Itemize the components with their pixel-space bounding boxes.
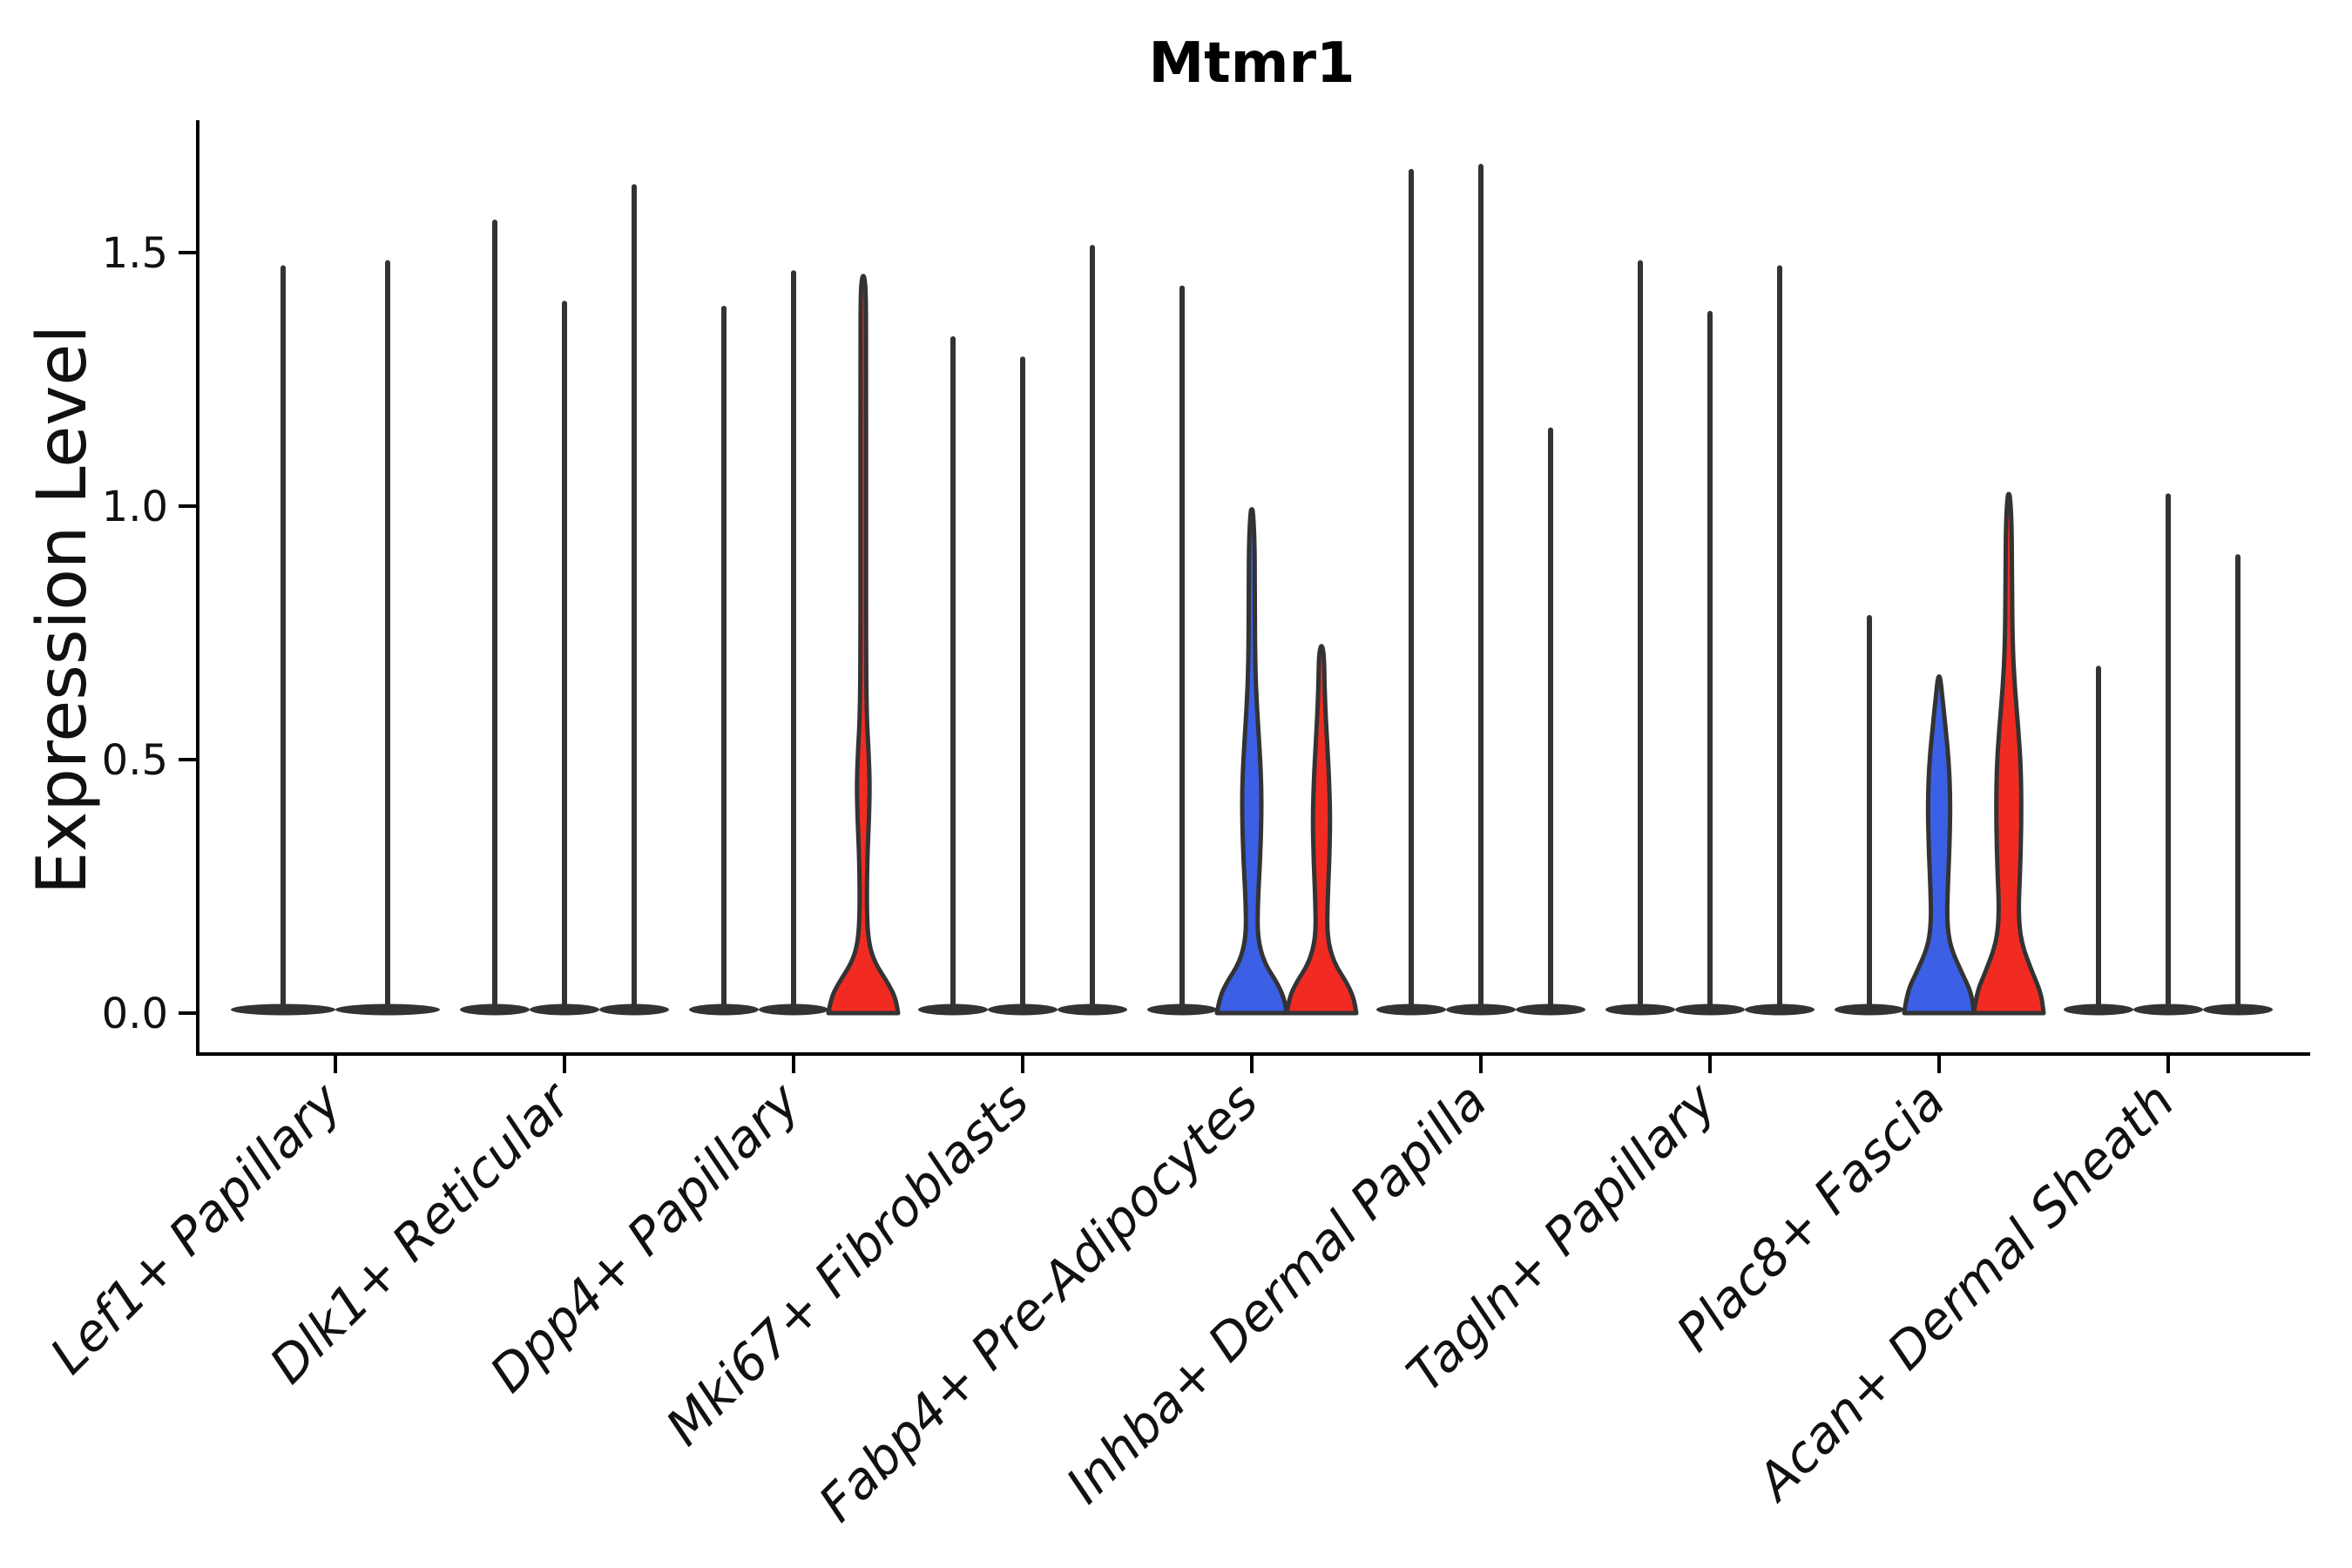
y-tick-label: 0.0 (102, 990, 168, 1038)
violin-red (1971, 491, 2046, 1016)
violin-red (826, 274, 901, 1016)
y-tick-label: 1.0 (102, 483, 168, 531)
violin-red (1284, 644, 1359, 1016)
violin-blue (1902, 674, 1977, 1016)
violin-blue (1214, 507, 1289, 1016)
y-tick-label: 0.5 (102, 736, 168, 785)
x-tick-label: Acan+ Dermal Sheath (1743, 1071, 2186, 1514)
x-tick-label: Inhba+ Dermal Papilla (1055, 1071, 1498, 1515)
chart-title: Mtmr1 (1148, 31, 1355, 96)
y-tick-label: 1.5 (102, 229, 168, 278)
x-tick-label: Fabp4+ Pre-Adipocytes (808, 1071, 1269, 1533)
y-axis-label: Expression Level (24, 324, 102, 896)
